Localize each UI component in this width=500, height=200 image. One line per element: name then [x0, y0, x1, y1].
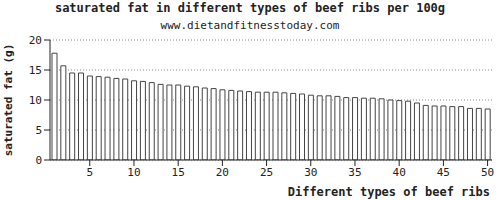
svg-text:35: 35	[348, 166, 361, 179]
html-text:saturated fat in different typ: saturated fat in different types of beef…	[54, 1, 446, 15]
svg-text:40: 40	[393, 166, 406, 179]
svg-text:15: 15	[172, 166, 185, 179]
svg-text:25: 25	[260, 166, 273, 179]
html-text:www.dietandfitnesstoday.com: www.dietandfitnesstoday.com	[160, 19, 340, 32]
svg-text:Different types of beef ribs: Different types of beef ribs	[288, 185, 490, 199]
svg-text:20: 20	[29, 34, 42, 47]
svg-text:30: 30	[304, 166, 317, 179]
svg-text:5: 5	[35, 124, 42, 137]
svg-text:20: 20	[216, 166, 229, 179]
svg-text:0: 0	[35, 154, 42, 167]
svg-text:saturated fat (g): saturated fat (g)	[8, 44, 15, 157]
svg-text:15: 15	[29, 64, 42, 77]
svg-text:45: 45	[437, 166, 450, 179]
svg-text:5: 5	[86, 166, 93, 179]
svg-text:10: 10	[127, 166, 140, 179]
svg-text:10: 10	[29, 94, 42, 107]
svg-text:50: 50	[481, 166, 492, 179]
